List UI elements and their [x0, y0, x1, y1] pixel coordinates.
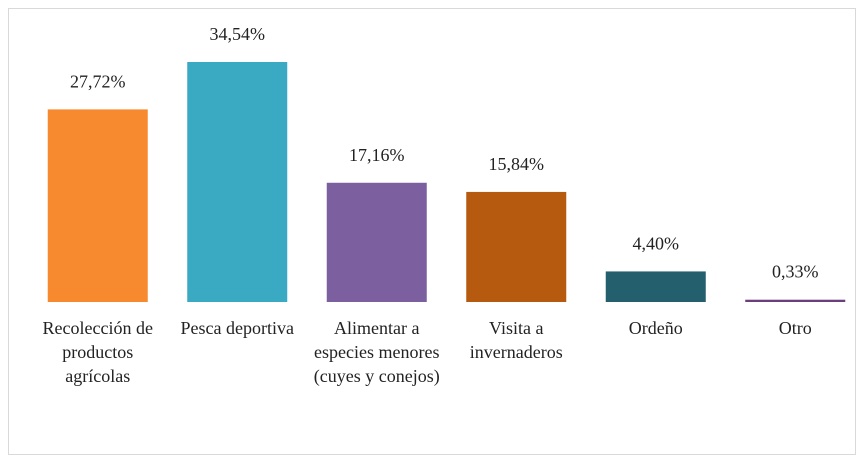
- value-label: 17,16%: [349, 145, 405, 165]
- bar: [745, 299, 846, 302]
- x-tick-label: Recolección de productos agrícolas: [42, 318, 153, 386]
- x-tick-label: Alimentar a especies menores (cuyes y co…: [313, 318, 440, 386]
- x-tick-label: Visita a invernaderos: [469, 318, 563, 362]
- value-label: 4,40%: [633, 233, 680, 253]
- value-label: 0,33%: [772, 262, 819, 282]
- value-label: 27,72%: [70, 71, 126, 91]
- value-label: 15,84%: [489, 154, 545, 174]
- bar: [187, 62, 288, 302]
- bar: [605, 271, 706, 302]
- x-tick-label: Ordeño: [628, 318, 683, 338]
- x-tick-label: Otro: [778, 318, 812, 338]
- bar: [466, 191, 567, 302]
- bar: [326, 182, 427, 302]
- chart-frame: [8, 8, 856, 455]
- x-tick-label: Pesca deportiva: [180, 318, 294, 338]
- value-label: 34,54%: [210, 24, 266, 44]
- bar: [47, 109, 148, 302]
